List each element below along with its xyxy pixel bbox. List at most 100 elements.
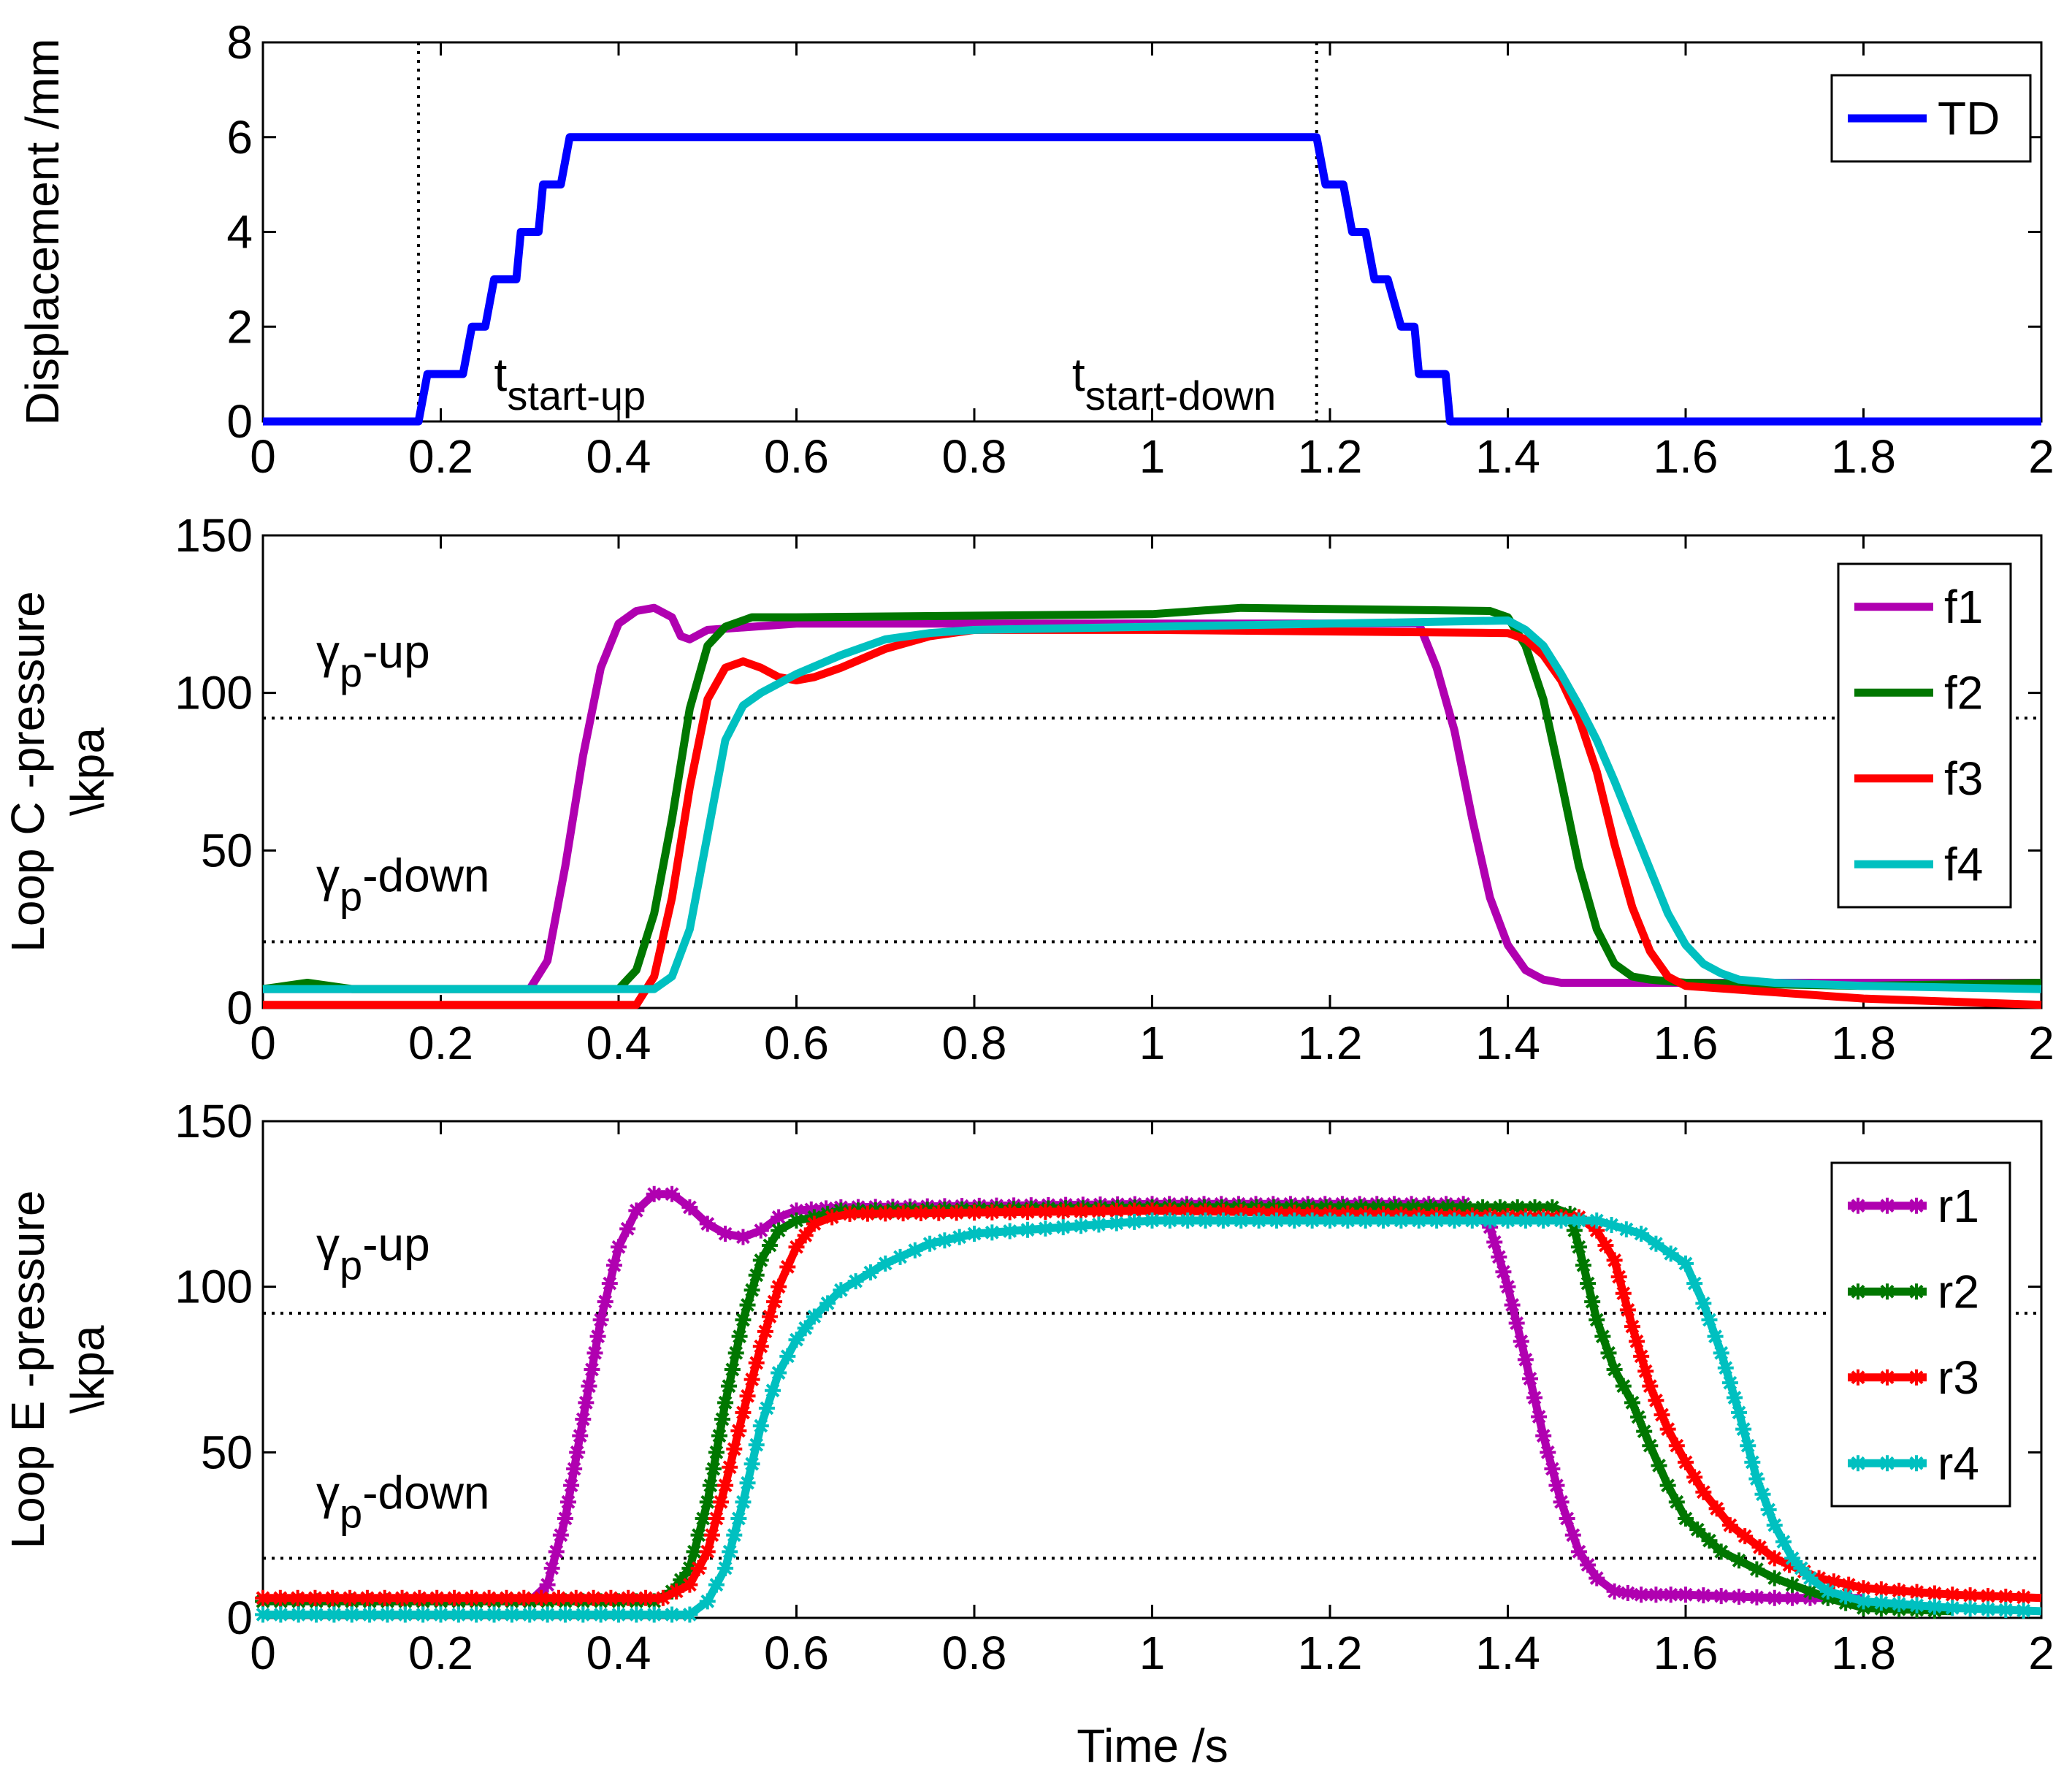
data-point-marker (739, 1296, 756, 1313)
data-point-marker (739, 1475, 756, 1492)
data-point-marker (1286, 1212, 1303, 1229)
data-point-marker (1486, 1234, 1503, 1250)
data-point-marker (597, 1294, 613, 1310)
data-point-marker (359, 1589, 375, 1606)
x-tick-label: 1.8 (1831, 430, 1896, 483)
x-tick-label: 1.2 (1298, 1017, 1363, 1069)
data-point-marker (1544, 1461, 1561, 1477)
data-point-marker (803, 1201, 819, 1218)
data-point-marker (724, 1362, 741, 1378)
data-point-marker (1825, 1573, 1842, 1590)
data-point-marker (722, 1543, 738, 1560)
data-point-marker (1509, 1199, 1526, 1215)
data-point-marker (1144, 1212, 1161, 1229)
legend-marker (1850, 1283, 1866, 1300)
x-tick-label: 1 (1139, 1627, 1166, 1679)
data-point-marker (748, 1437, 765, 1454)
x-tick-label: 0.4 (586, 1017, 651, 1069)
data-point-marker (1090, 1203, 1107, 1220)
legend-marker (1908, 1455, 1924, 1472)
y-axis-label: Loop E -pressure \kpa (1, 1191, 114, 1549)
data-point-marker (1250, 1204, 1267, 1221)
data-point-marker (376, 1589, 393, 1606)
data-point-marker (550, 1589, 567, 1606)
axes-box (261, 1120, 2043, 1619)
data-point-marker (1475, 1199, 1491, 1215)
data-point-marker (1651, 1457, 1667, 1474)
legend-label-f1: f1 (1944, 581, 1983, 633)
x-tick-label: 0.6 (764, 1017, 829, 1069)
data-point-marker (1713, 1345, 1729, 1362)
data-point-marker (788, 1202, 805, 1219)
data-point-marker (1318, 1199, 1334, 1215)
data-point-marker (1197, 1203, 1214, 1220)
data-point-marker (708, 1511, 725, 1527)
data-point-marker (1744, 1454, 1761, 1470)
legend-label-r2: r2 (1938, 1265, 1979, 1318)
data-point-marker (611, 1239, 627, 1256)
data-point-marker (681, 1560, 698, 1576)
data-point-marker (1387, 1199, 1404, 1215)
data-point-marker (748, 1267, 765, 1283)
data-point-marker (2015, 1603, 2032, 1619)
data-point-marker (695, 1511, 711, 1527)
data-point-marker (575, 1606, 592, 1623)
data-point-marker (1784, 1550, 1801, 1567)
data-point-marker (1840, 1576, 1857, 1593)
data-point-marker (1701, 1312, 1718, 1328)
data-point-marker (1440, 1199, 1456, 1215)
data-point-marker (1001, 1204, 1018, 1221)
x-tick-label: 0.2 (408, 430, 473, 483)
data-point-marker (797, 1320, 814, 1337)
legend-marker (1879, 1283, 1895, 1300)
data-point-marker (1908, 1597, 1925, 1613)
y-tick-label: 0 (226, 395, 253, 448)
data-point-marker (552, 1527, 569, 1543)
data-point-marker (930, 1204, 947, 1221)
data-point-marker (1926, 1598, 1943, 1615)
data-point-marker (708, 1576, 725, 1593)
data-point-marker (818, 1200, 835, 1217)
legend-label-f2: f2 (1944, 666, 1983, 719)
data-point-marker (833, 1202, 849, 1219)
data-point-marker (735, 1229, 752, 1245)
data-point-marker (743, 1456, 760, 1473)
data-point-marker (463, 1589, 480, 1606)
y-axis-label-line1: Loop C -pressure (1, 591, 54, 952)
x-tick-label: 1.6 (1654, 1017, 1719, 1069)
data-point-marker (1073, 1218, 1090, 1234)
data-point-marker (1535, 1212, 1552, 1229)
annotation-suffix: -down (362, 849, 489, 901)
data-point-marker (1606, 1362, 1623, 1378)
data-point-marker (592, 1312, 609, 1328)
data-point-marker (1717, 1359, 1734, 1376)
data-point-marker (1618, 1221, 1635, 1238)
data-point-marker (717, 1226, 734, 1242)
data-point-marker (1642, 1437, 1659, 1454)
data-point-marker (1838, 1588, 1854, 1605)
data-point-marker (761, 1237, 778, 1253)
data-point-marker (1553, 1494, 1570, 1511)
data-point-marker (713, 1494, 730, 1511)
data-point-marker (255, 1589, 271, 1606)
data-point-marker (1998, 1588, 2014, 1605)
data-point-marker (585, 1589, 602, 1606)
data-point-marker (690, 1527, 707, 1543)
data-point-marker (1495, 1264, 1512, 1280)
data-point-marker (1055, 1203, 1071, 1220)
data-point-marker (1624, 1318, 1640, 1335)
data-point-marker (877, 1205, 894, 1222)
data-point-marker (1589, 1312, 1605, 1328)
data-point-marker (592, 1606, 609, 1623)
data-point-marker (699, 1543, 716, 1560)
data-point-marker (503, 1606, 520, 1623)
data-point-marker (771, 1364, 787, 1381)
data-point-marker (429, 1589, 446, 1606)
data-point-marker (752, 1338, 769, 1355)
annotation-base: t (1072, 348, 1085, 401)
data-point-marker (1559, 1511, 1575, 1527)
data-point-marker (1429, 1212, 1445, 1229)
data-point-marker (1721, 1375, 1738, 1391)
data-point-marker (1231, 1199, 1247, 1215)
data-point-marker (1654, 1406, 1670, 1423)
